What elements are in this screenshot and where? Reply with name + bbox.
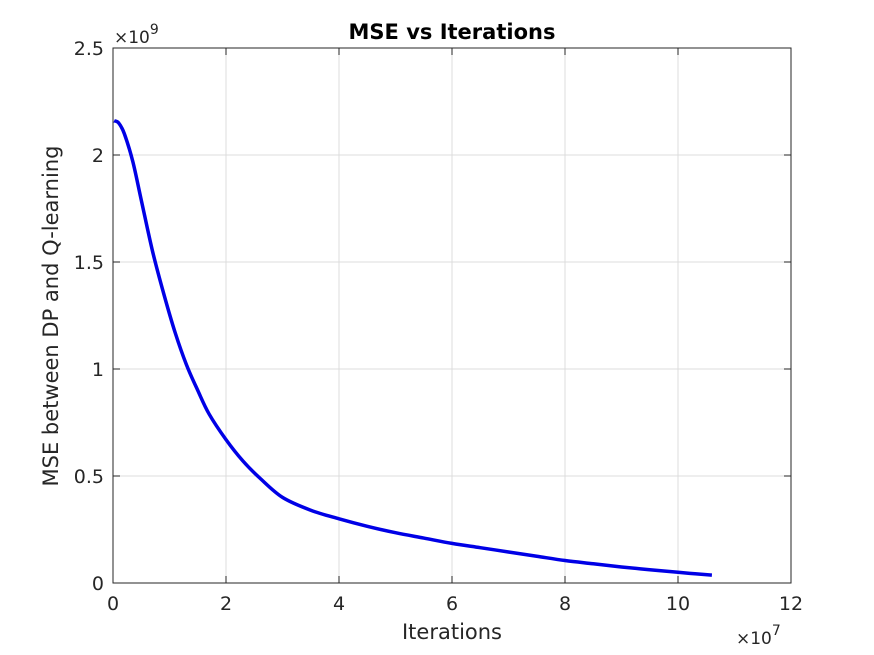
y-axis-multiplier: ×109	[114, 22, 159, 48]
y-tick-label: 0.5	[74, 466, 104, 488]
y-tick-label: 2	[92, 145, 104, 167]
x-tick-label: 2	[220, 593, 232, 615]
y-tick-label: 1.5	[74, 252, 104, 274]
x-tick-label: 12	[779, 593, 803, 615]
x-multiplier-exponent: 7	[772, 623, 781, 639]
y-multiplier-exponent: 9	[150, 22, 159, 38]
x-tick-label: 10	[666, 593, 690, 615]
x-tick-label: 4	[333, 593, 345, 615]
series-group	[113, 119, 713, 577]
x-tick-labels: 0 2 4 6 8 10 12	[107, 593, 803, 615]
x-tick-label: 8	[559, 593, 571, 615]
chart-title: MSE vs Iterations	[349, 20, 556, 44]
x-axis-label: Iterations	[402, 620, 502, 644]
x-multiplier-base: ×10	[736, 629, 772, 649]
y-tick-labels: 0 0.5 1 1.5 2 2.5	[74, 38, 104, 595]
y-axis-label: MSE between DP and Q-learning	[39, 146, 63, 487]
x-tick-label: 6	[446, 593, 458, 615]
y-tick-label: 1	[92, 359, 104, 381]
x-tick-label: 0	[107, 593, 119, 615]
y-multiplier-base: ×10	[114, 28, 150, 48]
x-axis-multiplier: ×107	[736, 623, 781, 649]
y-tick-label: 0	[92, 573, 104, 595]
tick-marks	[112, 47, 792, 584]
y-tick-label: 2.5	[74, 38, 104, 60]
mse-series-line	[113, 119, 713, 577]
